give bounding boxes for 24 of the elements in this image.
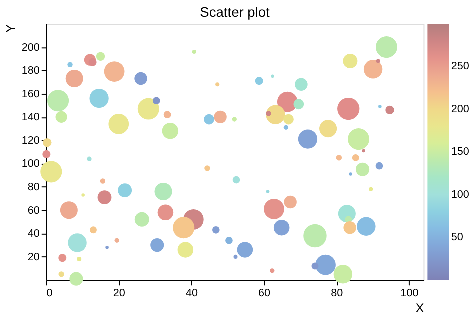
- x-tick-label: 0: [46, 287, 53, 300]
- x-tick-label: 40: [186, 287, 198, 300]
- y-tick-label: 200: [22, 42, 40, 54]
- y-tick-label: 80: [28, 182, 40, 194]
- y-tick-label: 40: [28, 228, 40, 240]
- color-bar-label: 200: [451, 103, 470, 116]
- y-tick-label: 60: [28, 204, 40, 217]
- chart-title: Scatter plot: [200, 5, 270, 20]
- x-tick-label: 60: [258, 287, 271, 300]
- y-tick-label: 120: [22, 134, 40, 147]
- y-tick-label: 180: [22, 65, 40, 78]
- color-bar-label: 100: [451, 188, 470, 201]
- x-tick-label: 20: [113, 287, 126, 300]
- x-axis-title: X: [416, 300, 425, 316]
- x-tick-label: 80: [331, 287, 344, 300]
- color-bar-label: 250: [451, 60, 470, 73]
- y-tick-label: 100: [22, 158, 40, 170]
- color-bar-label: 50: [451, 231, 464, 244]
- y-tick-label: 20: [28, 251, 40, 264]
- y-tick-label: 140: [22, 112, 40, 124]
- y-tick-label: 160: [22, 88, 40, 100]
- x-tick-label: 100: [400, 287, 419, 300]
- y-axis-title: Y: [2, 24, 18, 34]
- color-bar-label: 150: [451, 146, 470, 158]
